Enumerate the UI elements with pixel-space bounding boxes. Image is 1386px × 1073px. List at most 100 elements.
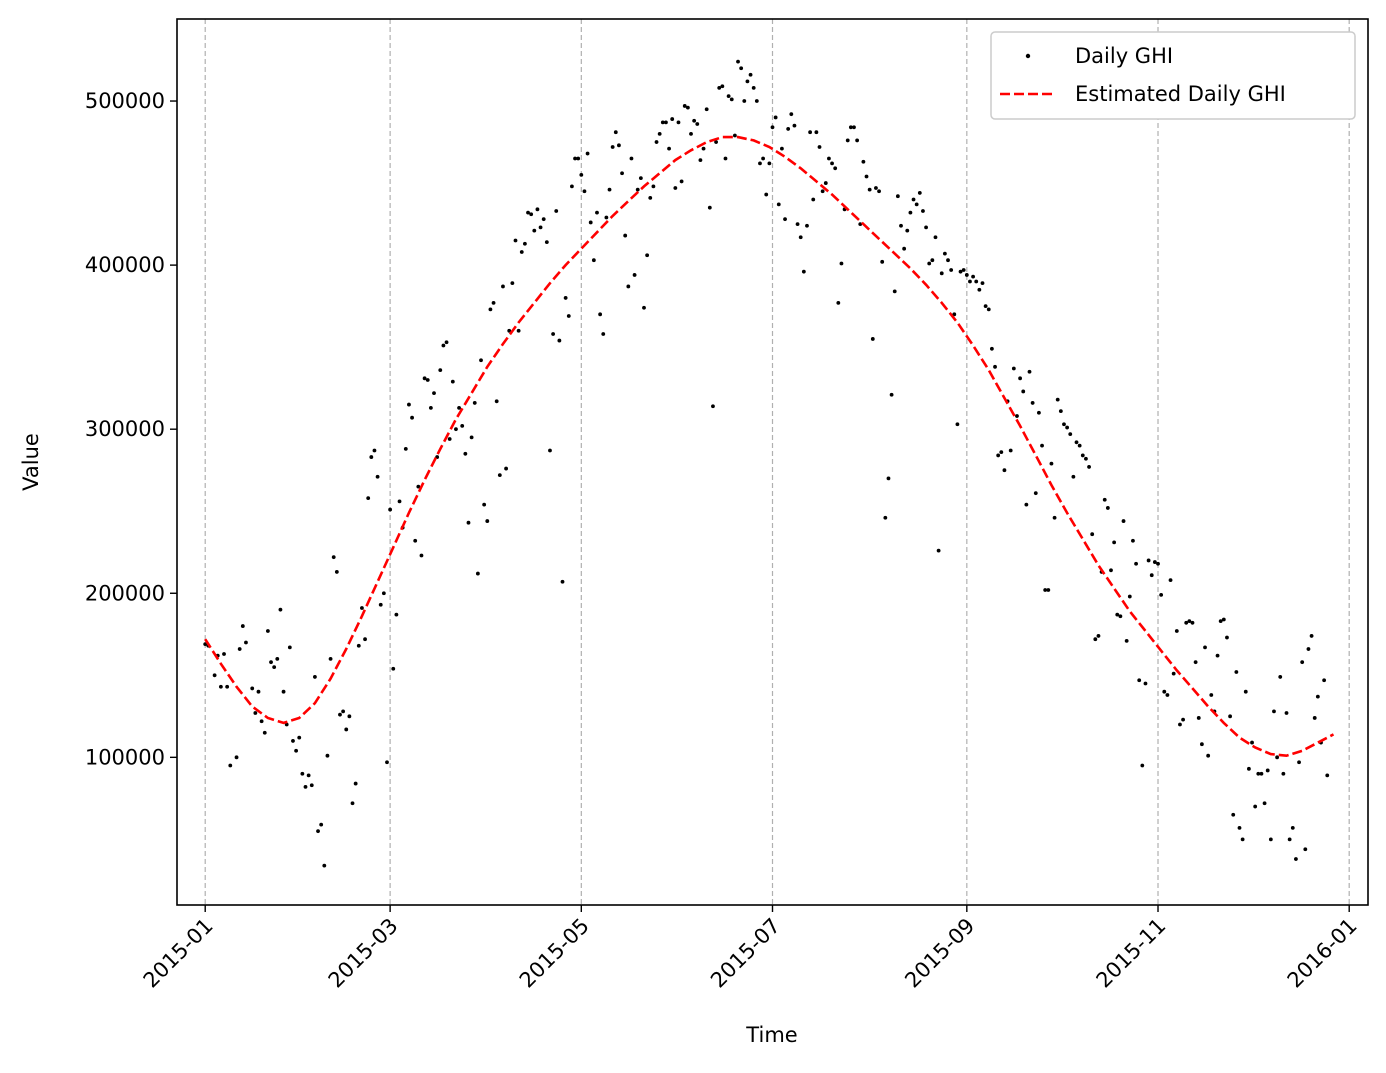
data-point: [1102, 497, 1107, 502]
data-point: [645, 253, 650, 258]
data-point: [632, 273, 637, 277]
data-point: [789, 112, 794, 117]
data-point: [225, 684, 230, 689]
data-point: [494, 399, 499, 404]
data-point: [1278, 675, 1283, 679]
data-point: [1187, 619, 1192, 624]
data-point: [1174, 629, 1179, 633]
data-point: [1206, 753, 1211, 758]
data-point: [989, 346, 994, 351]
data-point: [1146, 558, 1151, 563]
data-point: [676, 120, 681, 125]
data-point: [309, 783, 314, 788]
data-point: [617, 143, 621, 148]
data-point: [1265, 768, 1270, 773]
data-point: [974, 279, 979, 284]
data-point: [651, 184, 656, 189]
data-point: [1300, 660, 1305, 665]
data-point: [610, 145, 615, 149]
data-point: [805, 223, 809, 228]
data-point: [403, 446, 408, 451]
data-point: [933, 235, 938, 240]
data-point: [852, 125, 856, 130]
data-point: [422, 376, 427, 381]
data-point: [1011, 366, 1016, 371]
data-point: [899, 223, 903, 228]
data-point: [526, 210, 530, 215]
data-point: [319, 822, 324, 827]
data-point: [222, 652, 226, 656]
data-point: [303, 784, 308, 789]
data-point: [664, 120, 668, 125]
data-point: [808, 130, 813, 135]
data-point: [673, 186, 678, 190]
data-point: [313, 675, 317, 679]
data-point: [877, 189, 881, 194]
series-line-estimated-daily-ghi: [204, 135, 1335, 758]
data-point: [410, 415, 414, 420]
data-point: [218, 684, 223, 689]
data-point: [1209, 693, 1214, 697]
data-point: [1306, 647, 1311, 651]
data-point: [723, 156, 728, 161]
data-point: [1008, 448, 1013, 453]
data-point: [369, 455, 374, 459]
data-point: [1256, 771, 1261, 776]
data-point: [905, 228, 910, 233]
data-point: [576, 156, 581, 161]
data-point: [1184, 620, 1189, 625]
data-point: [1040, 443, 1044, 448]
x-axis-title: Time: [745, 1023, 797, 1047]
data-point: [541, 217, 546, 222]
data-point: [892, 289, 897, 294]
data-point: [801, 269, 806, 274]
data-point: [535, 207, 540, 212]
data-point: [971, 274, 975, 279]
data-point: [1262, 801, 1267, 806]
data-point: [1272, 709, 1276, 714]
data-point: [952, 312, 957, 317]
data-point: [961, 268, 966, 272]
data-point: [895, 194, 900, 199]
data-point: [682, 104, 687, 108]
data-point: [548, 448, 552, 453]
data-point: [457, 405, 461, 410]
data-point: [999, 450, 1004, 455]
data-point: [607, 187, 612, 192]
data-point: [811, 197, 816, 202]
data-point: [328, 656, 333, 661]
data-point: [240, 624, 245, 628]
data-point: [244, 640, 248, 645]
data-point: [620, 171, 624, 176]
data-point: [732, 133, 737, 138]
data-point: [773, 115, 778, 120]
data-point: [679, 179, 684, 184]
data-point: [858, 222, 863, 226]
y-axis-title: Value: [19, 433, 43, 491]
data-point: [582, 189, 587, 194]
data-point: [955, 422, 960, 427]
data-point: [237, 647, 242, 651]
data-point: [623, 233, 628, 238]
data-point: [764, 192, 769, 197]
x-axis-ticks: 2015-01 2015-03 2015-05 2015-07 2015-09 2015-…: [139, 905, 1362, 993]
data-point: [1284, 711, 1289, 715]
data-point: [256, 689, 261, 694]
data-point: [341, 709, 346, 714]
data-point: [579, 172, 584, 177]
data-point: [344, 727, 349, 732]
data-point: [980, 281, 985, 286]
data-point: [250, 686, 255, 691]
data-point: [1096, 634, 1101, 638]
data-point: [880, 259, 885, 264]
data-point: [1065, 425, 1070, 430]
data-point: [902, 246, 907, 251]
data-point: [262, 730, 267, 735]
data-point: [479, 358, 483, 363]
data-point: [438, 368, 443, 373]
data-point: [1018, 376, 1023, 381]
data-point: [356, 643, 361, 648]
data-point: [444, 340, 449, 345]
data-point: [751, 86, 756, 90]
legend-label-daily-ghi: Daily GHI: [1075, 44, 1173, 68]
